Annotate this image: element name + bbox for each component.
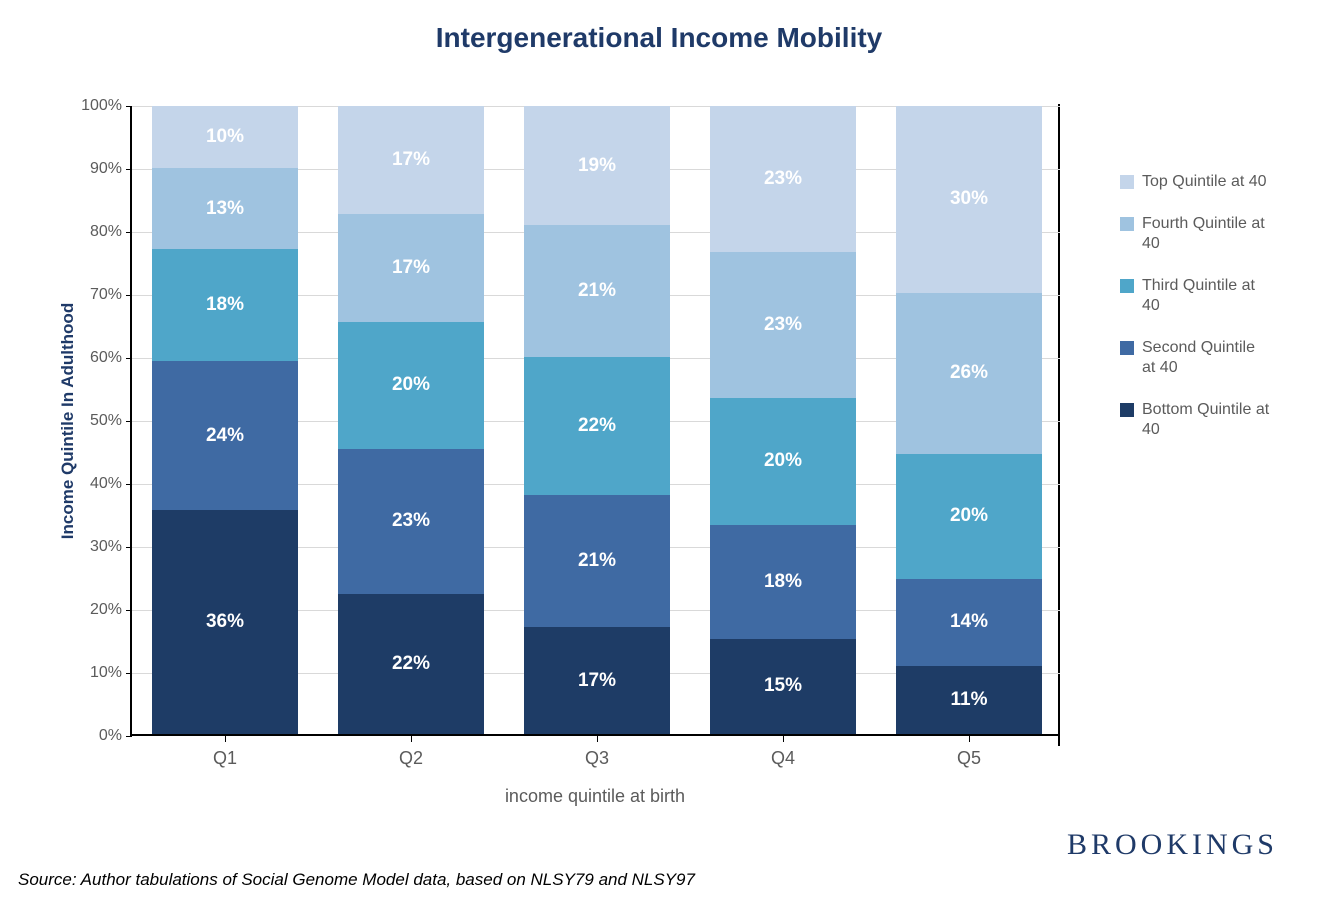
y-tick-label: 100%	[81, 97, 132, 115]
bar-segment-top: 23%	[710, 106, 855, 252]
bar-column: 22%23%20%17%17%	[338, 106, 483, 734]
bar-column: 36%24%18%13%10%	[152, 106, 297, 734]
bar-segment-bottom: 11%	[896, 666, 1041, 734]
bar-segment-second: 14%	[896, 579, 1041, 666]
bar-segment-second: 21%	[524, 495, 669, 627]
y-tick-label: 50%	[90, 412, 132, 430]
bar-segment-bottom: 17%	[524, 627, 669, 734]
x-axis-title: income quintile at birth	[130, 786, 1060, 807]
legend-swatch	[1120, 279, 1134, 293]
y-tick-label: 90%	[90, 160, 132, 178]
x-tick-mark	[597, 734, 598, 742]
bar-segment-second: 24%	[152, 361, 297, 510]
plot-region: 0%10%20%30%40%50%60%70%80%90%100%Q136%24…	[130, 106, 1060, 736]
legend-swatch	[1120, 217, 1134, 231]
legend-item-fourth: Fourth Quintile at 40	[1120, 214, 1272, 254]
bar-segment-bottom: 15%	[710, 639, 855, 734]
plot-right-border	[1058, 104, 1060, 746]
bar-segment-fourth: 23%	[710, 252, 855, 398]
chart-title: Intergenerational Income Mobility	[0, 22, 1318, 54]
bar-segment-top: 17%	[338, 106, 483, 214]
x-tick-mark	[969, 734, 970, 742]
bar-segment-third: 20%	[338, 322, 483, 449]
bar-segment-fourth: 26%	[896, 293, 1041, 455]
bar-segment-top: 10%	[152, 106, 297, 168]
bar-segment-bottom: 36%	[152, 510, 297, 734]
x-tick-label: Q1	[213, 734, 237, 769]
legend-label: Top Quintile at 40	[1142, 172, 1267, 192]
y-tick-label: 70%	[90, 286, 132, 304]
y-tick-label: 30%	[90, 538, 132, 556]
legend: Top Quintile at 40 Fourth Quintile at 40 T…	[1120, 172, 1272, 462]
y-tick-label: 0%	[99, 727, 132, 745]
legend-label: Second Quintile at 40	[1142, 338, 1272, 378]
bar-segment-fourth: 21%	[524, 225, 669, 357]
y-tick-label: 40%	[90, 475, 132, 493]
legend-swatch	[1120, 175, 1134, 189]
x-tick-mark	[411, 734, 412, 742]
legend-label: Bottom Quintile at 40	[1142, 400, 1272, 440]
bar-segment-second: 23%	[338, 449, 483, 595]
legend-item-bottom: Bottom Quintile at 40	[1120, 400, 1272, 440]
y-tick-label: 60%	[90, 349, 132, 367]
legend-swatch	[1120, 341, 1134, 355]
bar-column: 15%18%20%23%23%	[710, 106, 855, 734]
x-tick-label: Q2	[399, 734, 423, 769]
bar-segment-fourth: 17%	[338, 214, 483, 322]
bar-column: 17%21%22%21%19%	[524, 106, 669, 734]
bar-segment-top: 30%	[896, 106, 1041, 293]
bar-segment-second: 18%	[710, 525, 855, 639]
y-tick-label: 20%	[90, 601, 132, 619]
source-note: Source: Author tabulations of Social Gen…	[18, 870, 695, 890]
bar-segment-top: 19%	[524, 106, 669, 225]
bar-segment-fourth: 13%	[152, 168, 297, 249]
x-tick-label: Q5	[957, 734, 981, 769]
y-axis-title: Income Quintile In Adulthood	[58, 303, 78, 539]
x-tick-mark	[783, 734, 784, 742]
brookings-logo: BROOKINGS	[1067, 828, 1278, 862]
y-tick-label: 80%	[90, 223, 132, 241]
bar-column: 11%14%20%26%30%	[896, 106, 1041, 734]
bar-segment-third: 22%	[524, 357, 669, 495]
bar-segment-third: 20%	[710, 398, 855, 525]
y-tick-label: 10%	[90, 664, 132, 682]
legend-item-second: Second Quintile at 40	[1120, 338, 1272, 378]
bar-segment-third: 18%	[152, 249, 297, 361]
legend-item-third: Third Quintile at 40	[1120, 276, 1272, 316]
legend-label: Third Quintile at 40	[1142, 276, 1272, 316]
legend-item-top: Top Quintile at 40	[1120, 172, 1272, 192]
legend-label: Fourth Quintile at 40	[1142, 214, 1272, 254]
x-tick-mark	[225, 734, 226, 742]
x-tick-label: Q4	[771, 734, 795, 769]
legend-swatch	[1120, 403, 1134, 417]
bar-segment-third: 20%	[896, 454, 1041, 578]
x-tick-label: Q3	[585, 734, 609, 769]
bar-segment-bottom: 22%	[338, 594, 483, 734]
